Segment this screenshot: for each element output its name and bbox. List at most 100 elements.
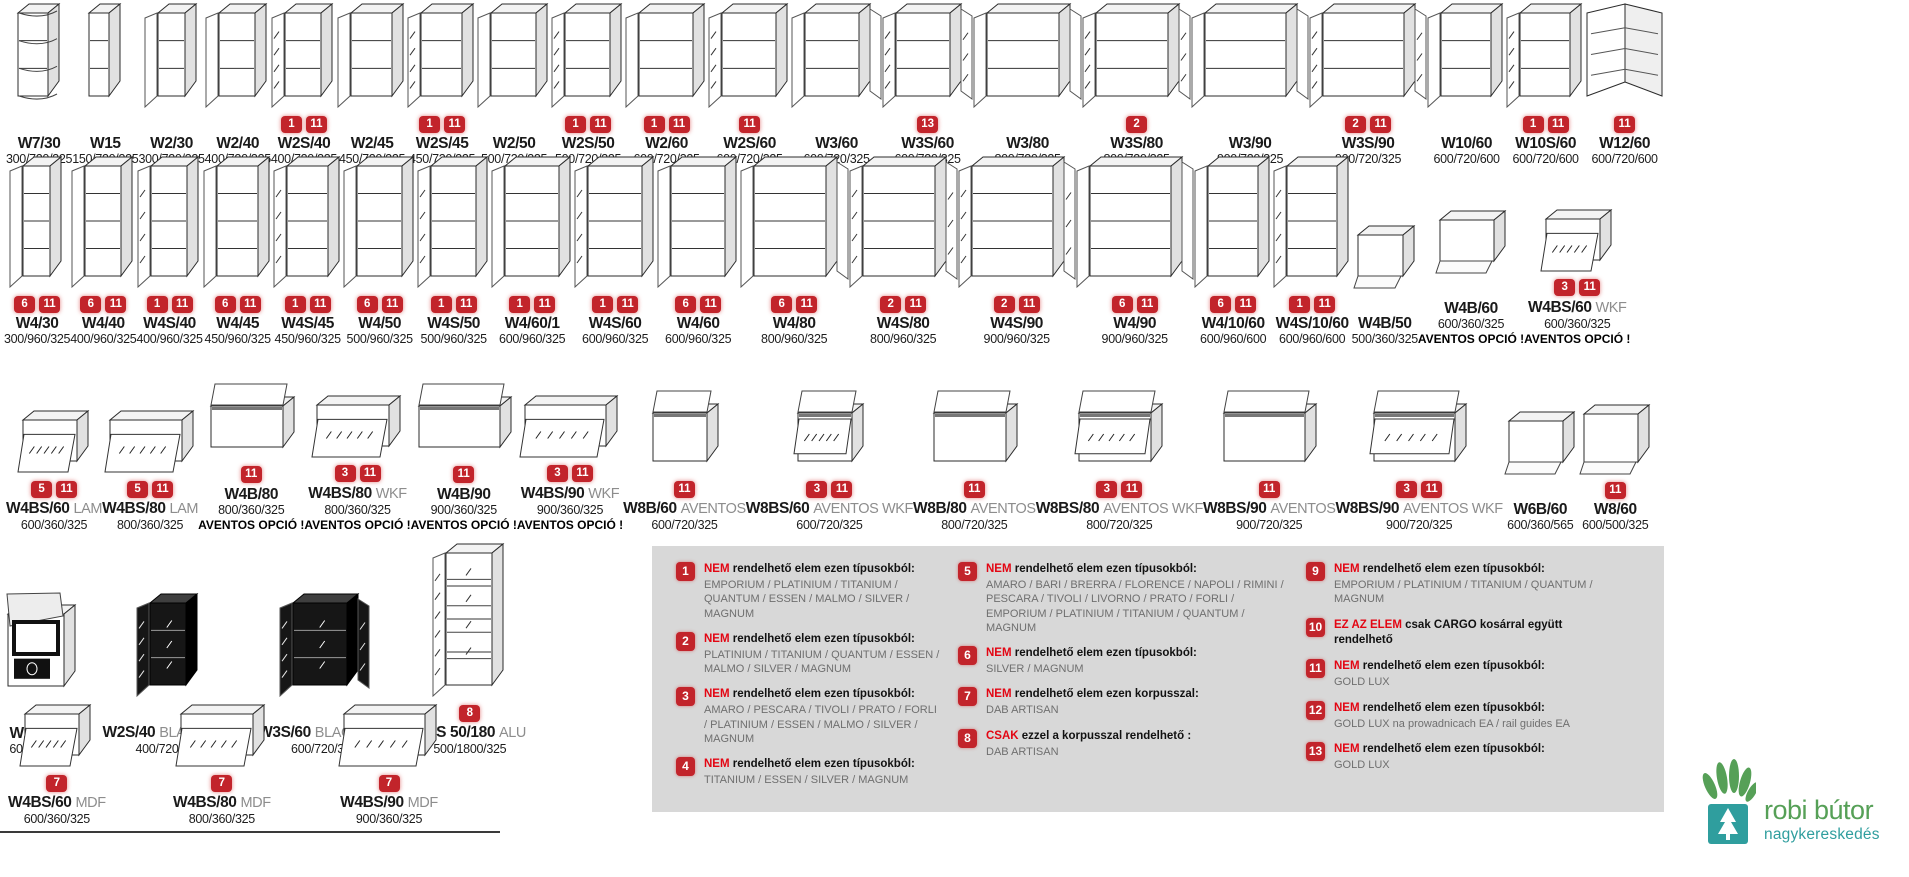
aventos-option-note: AVENTOS OPCIÓ ! xyxy=(304,518,411,533)
cabinet-illustration xyxy=(647,389,722,478)
legend-keyword: NEM xyxy=(986,647,1012,660)
legend-body: TITANIUM / ESSEN / SILVER / MAGNUM xyxy=(704,774,909,787)
footnote-badge-11: 11 xyxy=(309,295,331,313)
legend-keyword: NEM xyxy=(986,563,1012,575)
footnote-badge-11: 11 xyxy=(56,480,78,498)
legend-entry-text: NEM rendelhető elem ezen típusokból: SILV… xyxy=(986,646,1197,676)
cabinet-code: W3S/80 xyxy=(1110,135,1163,153)
footnote-badges: 2 11 xyxy=(993,294,1040,314)
footnote-badge-11: 11 xyxy=(534,295,556,313)
footnote-badges: 1 11 xyxy=(419,114,466,134)
cabinet-variant-suffix: AVENTOS xyxy=(680,501,747,518)
footnote-badge-6: 6 xyxy=(1210,295,1232,313)
cabinet-dimensions: 450/960/325 xyxy=(204,332,272,347)
cabinet-variant-suffix: ALU xyxy=(498,725,526,742)
cabinet-item-w5s-50-180: 8 W5S 50/180 ALU 500/1800/325 xyxy=(414,543,526,758)
cabinet-item-w4b-80: 11 W4B/80 800/360/325 AVENTOS OPCIÓ ! xyxy=(198,382,304,534)
cabinet-dimensions: 600/960/325 xyxy=(665,332,732,347)
footnote-badge-8: 8 xyxy=(459,704,481,722)
cabinet-illustration xyxy=(338,704,440,772)
cabinet-illustration xyxy=(136,593,201,702)
cabinet-item-w4bs-80: 3 11 W4BS/80 WKF 800/360/325 AVENTOS OPCIÓ ! xyxy=(304,394,411,534)
cabinet-code: W4/40 xyxy=(81,315,125,333)
cabinet-dimensions: 900/360/325 xyxy=(355,812,423,827)
footnote-badges: 5 11 xyxy=(127,479,174,499)
footnote-badges: 6 11 xyxy=(214,294,261,314)
cabinet-illustration xyxy=(740,156,849,293)
legend-entry-text: NEM rendelhető elem ezen típusokból: GOLD… xyxy=(1334,659,1545,689)
footnote-badges: 7 xyxy=(378,773,400,793)
cabinet-illustration xyxy=(137,156,202,293)
legend-entry-6: 6 NEM rendelhető elem ezen típusokból: SIL… xyxy=(958,646,1290,676)
cabinet-item-w4b-50: W4B/50 500/360/325 xyxy=(1352,225,1418,348)
footnote-badge-11: 11 xyxy=(381,295,403,313)
legend-entry-text: NEM rendelhető elem ezen típusokból: EMPO… xyxy=(1334,562,1636,607)
footnote-badge-3: 3 xyxy=(1096,480,1118,498)
footnote-badge-6: 6 xyxy=(1111,295,1133,313)
cabinet-item-w4bs-90: 7 W4BS/90 MDF 900/360/325 xyxy=(338,704,440,828)
cabinet-dimensions: 800/720/325 xyxy=(1086,518,1153,533)
wall-cabinets-row-1: W7/30300/720/325W15150/720/325W2/30300/7… xyxy=(6,3,1663,168)
brand-logo: robi bútor nagykereskedés xyxy=(1700,756,1880,848)
cabinet-dimensions: 600/360/325 xyxy=(1544,316,1611,331)
cabinet-dimensions: 500/1800/325 xyxy=(433,742,507,757)
cabinet-code: W2/40 xyxy=(216,135,260,153)
footnote-badge-1: 1 xyxy=(509,295,531,313)
legend-heading: rendelhető elem ezen típusokból: xyxy=(1011,563,1197,575)
legend-heading: rendelhető elem ezen típusokból: xyxy=(1359,660,1545,673)
legend-body: GOLD LUX xyxy=(1334,758,1390,771)
cabinet-dimensions: 600/960/325 xyxy=(499,332,566,347)
cabinet-item-w4s-50: 1 11 W4S/50 500/960/325 xyxy=(417,156,491,348)
legend-heading: rendelhető elem ezen típusokból: xyxy=(729,563,915,575)
cabinet-item-w12-60: 11 W12/60 600/720/600 xyxy=(1585,3,1664,168)
cabinet-code: W3S/60 xyxy=(901,135,954,153)
legend-body: SILVER / MAGNUM xyxy=(986,663,1084,676)
cabinet-dimensions: 400/960/325 xyxy=(136,332,203,347)
footnote-badge-11: 11 xyxy=(1614,115,1636,133)
footnote-badge-7: 7 xyxy=(211,774,233,792)
cabinet-code: W4/90 xyxy=(1113,315,1157,333)
cabinet-item-w4bs-60: 5 11 W4BS/60 LAM 600/360/325 xyxy=(6,410,102,534)
cabinet-illustration xyxy=(882,3,973,113)
legend-heading: csak CARGO kosárral együtt xyxy=(1401,618,1563,631)
cabinet-illustration xyxy=(6,592,79,703)
cabinet-dimensions: 600/960/600 xyxy=(1279,332,1346,347)
cabinet-dimensions: 500/960/325 xyxy=(420,332,488,347)
cabinet-dimensions: 600/360/325 xyxy=(1437,316,1505,331)
legend-body: AMARO / PESCARA / TIVOLI / PRATO / FORLI… xyxy=(704,704,937,745)
wall-cabinets-row-2: 6 11 W4/30 300/960/325 6 11 W4/40 400/960/325 1 1… xyxy=(4,156,1630,348)
cabinet-illustration xyxy=(273,156,343,293)
footnote-badge-11: 11 xyxy=(239,295,261,313)
cabinet-item-w4-50: 6 11 W4/50 500/960/325 xyxy=(343,156,417,348)
cabinet-illustration xyxy=(491,156,574,293)
cabinet-item-w8bs-90: 3 11 W8BS/90 AVENTOS WKF 900/720/325 xyxy=(1336,389,1503,534)
legend-body: DAB ARTISAN xyxy=(986,745,1059,758)
footnote-badge-6: 6 xyxy=(356,295,378,313)
footnote-badge-11: 11 xyxy=(453,466,475,484)
cabinet-item-w4bs-80: 7 W4BS/80 MDF 800/360/325 xyxy=(173,704,271,828)
footnote-badge-1: 1 xyxy=(419,115,441,133)
cabinet-illustration xyxy=(958,156,1076,293)
legend-badge-7: 7 xyxy=(958,687,977,707)
cabinet-illustration xyxy=(87,3,124,113)
cabinet-dimensions: 900/960/325 xyxy=(1101,332,1169,347)
cabinet-code: W4/10/60 xyxy=(1201,315,1266,333)
cabinet-item-w4bs-60: 3 11 W4BS/60 WKF 600/360/325 AVENTOS OPCIÓ ! xyxy=(1524,208,1630,348)
cabinet-code: W4BS/60 WKF xyxy=(1528,298,1627,316)
footnote-badges: 11 xyxy=(963,479,985,499)
legend-keyword: NEM xyxy=(1334,742,1360,755)
cabinet-dimensions: 450/960/325 xyxy=(274,332,342,347)
aventos-option-note: AVENTOS OPCIÓ ! xyxy=(198,518,305,533)
footnote-badges: 6 11 xyxy=(80,294,127,314)
cabinet-item-w4bs-80: 5 11 W4BS/80 LAM 800/360/325 xyxy=(102,410,199,534)
cabinet-item-w4-80: 6 11 W4/80 800/960/325 xyxy=(740,156,849,348)
cabinet-dimensions: 800/960/325 xyxy=(761,332,828,347)
cabinet-item-w4s-40: 1 11 W4S/40 400/960/325 xyxy=(136,156,203,348)
footnote-badge-11: 11 xyxy=(39,295,61,313)
footnote-badge-1: 1 xyxy=(1289,295,1311,313)
cabinet-dimensions: 600/720/600 xyxy=(1512,152,1579,167)
cabinet-illustration xyxy=(1309,3,1427,113)
cabinet-illustration xyxy=(16,3,63,113)
